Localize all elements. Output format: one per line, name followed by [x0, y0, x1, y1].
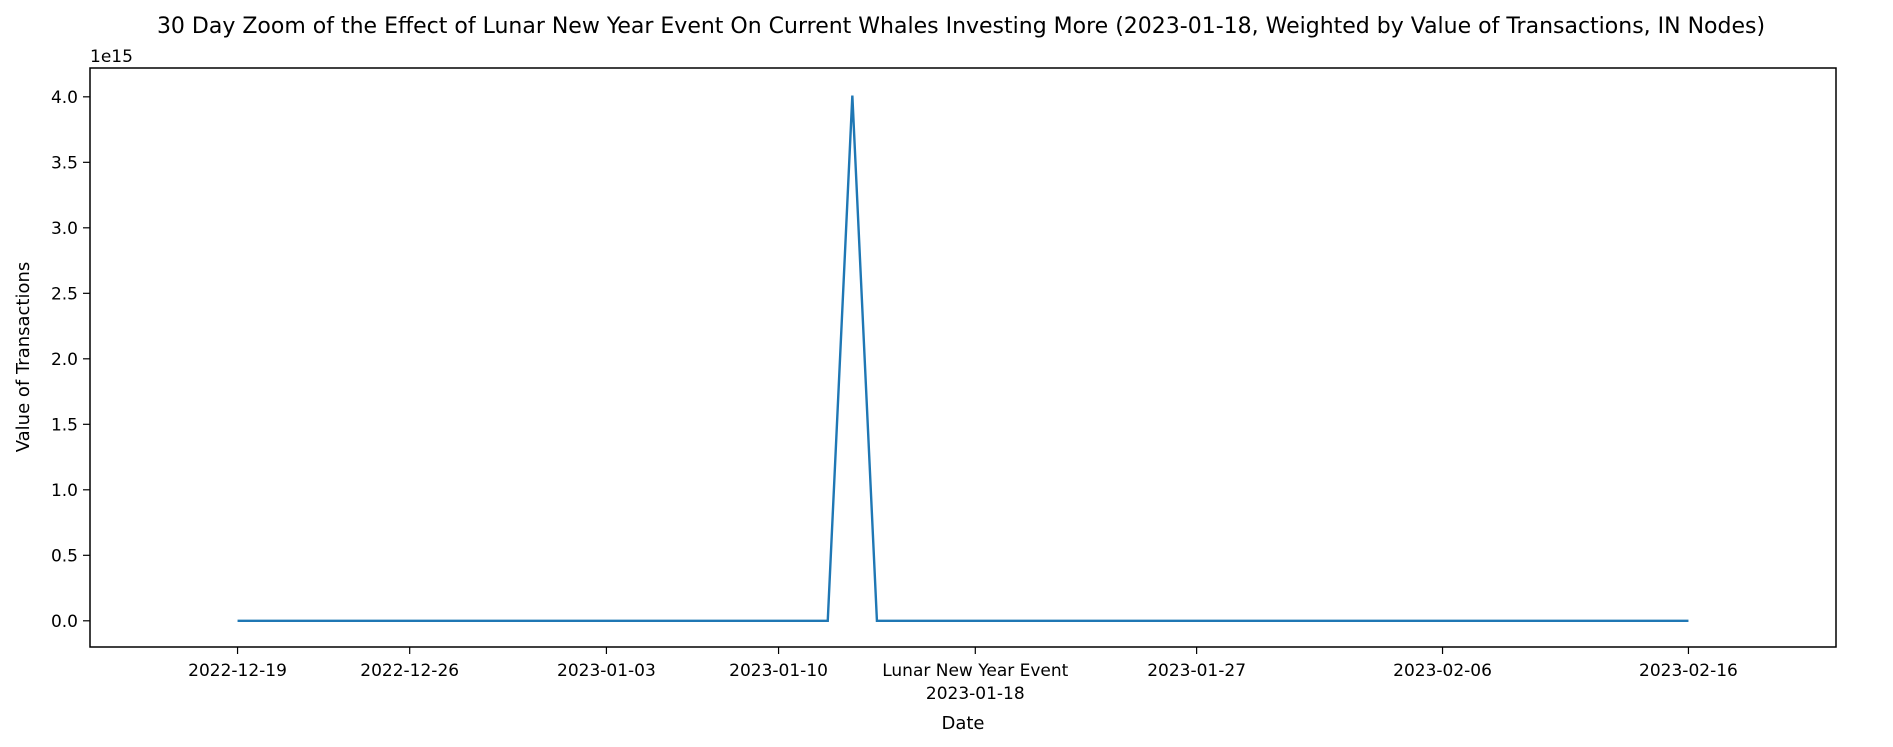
chart-title: 30 Day Zoom of the Effect of Lunar New Y… — [157, 14, 1765, 39]
y-tick-label: 2.5 — [51, 284, 78, 304]
y-tick-label: 4.0 — [51, 88, 78, 108]
event-annotation-label: Lunar New Year Event — [882, 661, 1068, 681]
x-axis-label: Date — [941, 713, 984, 734]
y-axis: 0.0 0.5 1.0 1.5 2.0 2.5 3.0 3.5 4.0 — [51, 88, 90, 632]
x-tick-label: 2023-02-16 — [1639, 661, 1738, 681]
y-axis-label: Value of Transactions — [13, 262, 34, 453]
x-tick-label: 2023-02-06 — [1393, 661, 1492, 681]
y-tick-label: 3.5 — [51, 153, 78, 173]
y-offset-label: 1e15 — [90, 47, 133, 67]
x-tick-label: 2022-12-19 — [188, 661, 287, 681]
plot-frame — [89, 67, 1837, 648]
x-tick-label: 2023-01-18 — [926, 684, 1025, 704]
y-tick-label: 1.5 — [51, 415, 78, 435]
series-line — [237, 95, 1689, 622]
y-tick-label: 2.0 — [51, 350, 78, 370]
x-axis: 2022-12-19 2022-12-26 2023-01-03 2023-01-10… — [188, 647, 1738, 704]
x-tick-label: 2022-12-26 — [360, 661, 459, 681]
y-tick-label: 0.0 — [51, 612, 78, 632]
y-tick-label: 3.0 — [51, 219, 78, 239]
y-tick-label: 1.0 — [51, 481, 78, 501]
series-area — [237, 95, 1689, 622]
y-tick-label: 0.5 — [51, 546, 78, 566]
x-tick-label: 2023-01-10 — [729, 661, 828, 681]
x-tick-label: 2023-01-27 — [1147, 661, 1246, 681]
x-tick-label: 2023-01-03 — [557, 661, 656, 681]
